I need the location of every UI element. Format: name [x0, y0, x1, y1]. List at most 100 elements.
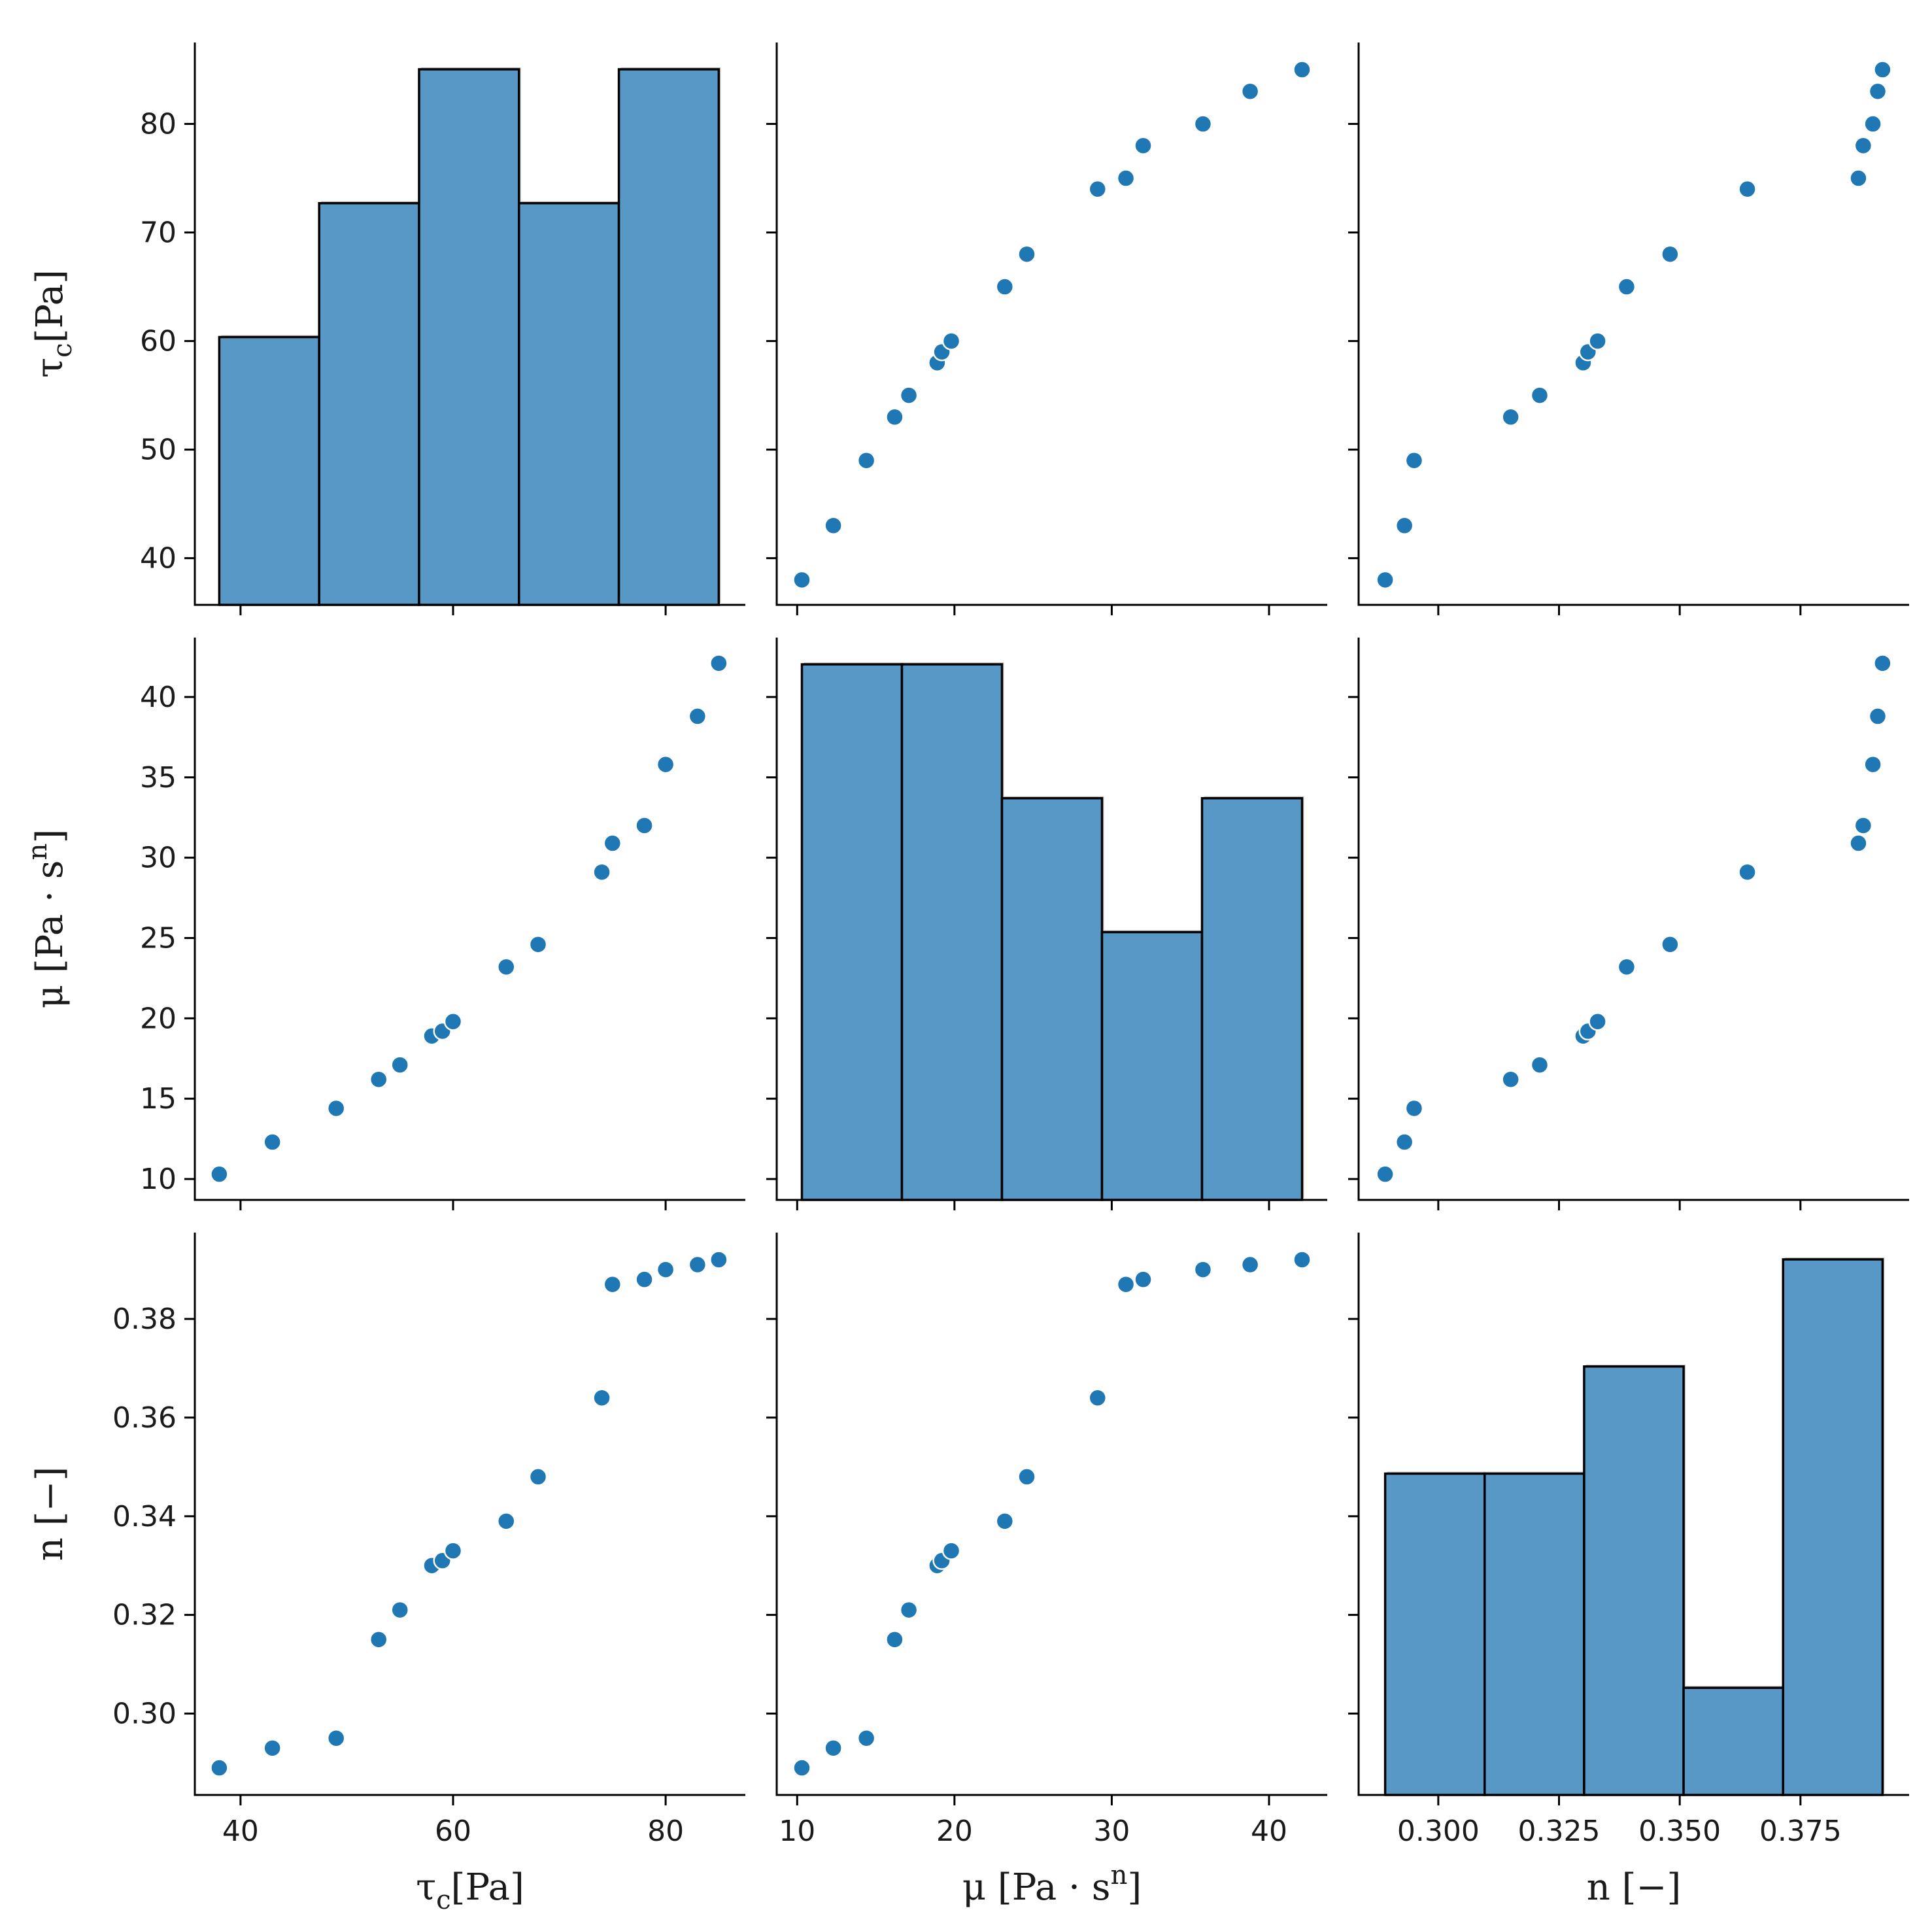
scatter-point: [1088, 1388, 1108, 1407]
x-tick-label: 30: [1093, 1815, 1130, 1848]
scatter-point: [326, 1728, 346, 1748]
scatter-point: [592, 862, 611, 881]
panel-tau_c-vs-tau_c: 40 50 60 70 80: [140, 43, 745, 615]
scatter-point: [603, 834, 622, 853]
scatter-point: [1530, 386, 1550, 405]
scatter-point: [688, 707, 707, 726]
scatter-point: [1661, 245, 1680, 264]
y-tick-label: 50: [140, 434, 177, 467]
scatter-point: [899, 1600, 919, 1620]
scatter-point: [941, 1541, 961, 1560]
scatter-point: [656, 755, 675, 774]
y-tick-label: 10: [140, 1163, 177, 1196]
scatter-point: [1404, 451, 1424, 470]
scatter-point: [1849, 834, 1868, 853]
scatter-point: [656, 1260, 675, 1279]
panel-n-vs-tau_c: 0.30 0.32 0.34 0.36 0.38 40 60 80: [112, 1233, 745, 1848]
scatter-point: [592, 1388, 611, 1407]
scatter-point: [528, 935, 548, 954]
scatter-point: [1501, 1070, 1520, 1089]
scatter-point: [1404, 1099, 1424, 1118]
scatter-point: [528, 1467, 548, 1486]
histogram-bar: [418, 68, 520, 606]
panel-mu-vs-tau_c: 10 15 20 25 30 35 40: [140, 638, 745, 1210]
scatter-point: [1738, 179, 1757, 199]
histogram-bar: [318, 201, 420, 606]
scatter-point: [1588, 1012, 1607, 1031]
scatter-point: [1017, 245, 1036, 264]
scatter-point: [1873, 654, 1892, 673]
scatter-point: [210, 1165, 229, 1184]
scatter-point: [1240, 82, 1260, 101]
histogram-bar: [1682, 1686, 1784, 1796]
scatter-point: [263, 1739, 282, 1758]
scatter-point: [497, 1512, 516, 1531]
y-tick-label: 0.38: [112, 1303, 177, 1336]
y-tick-label: 40: [140, 542, 177, 575]
scatter-point: [1017, 1467, 1036, 1486]
histogram-bar: [1383, 1472, 1486, 1796]
scatter-point: [1395, 516, 1414, 536]
scatter-point: [1293, 60, 1312, 79]
scatter-point: [443, 1012, 463, 1031]
histogram-bar: [1200, 796, 1304, 1201]
scatter-point: [263, 1133, 282, 1152]
scatter-point: [885, 1630, 904, 1649]
histogram-bar: [900, 663, 1004, 1201]
scatter-point: [824, 516, 843, 536]
scatter-point: [1868, 707, 1888, 726]
y-tick-label: 40: [140, 681, 177, 714]
scatter-point: [899, 386, 919, 405]
panel-mu-vs-n: [1348, 638, 1909, 1210]
scatter-point: [1193, 114, 1213, 133]
scatter-point: [1849, 169, 1868, 188]
scatter-point: [1738, 862, 1757, 881]
scatter-point: [1293, 1250, 1312, 1269]
panel-n-vs-n: 0.300 0.325 0.350 0.375: [1348, 1233, 1909, 1848]
x-tick-label: 0.375: [1759, 1815, 1842, 1848]
scatter-point: [1116, 169, 1136, 188]
scatter-point: [1617, 277, 1636, 296]
x-axis-label-tau_c: τc[Pa]: [416, 1866, 524, 1915]
panel-n-vs-mu: 10 20 30 40: [766, 1233, 1327, 1848]
x-tick-label: 0.350: [1638, 1815, 1721, 1848]
scatter-point: [1240, 1255, 1260, 1274]
y-tick-label: 20: [140, 1002, 177, 1035]
scatter-point: [1868, 82, 1888, 101]
scatter-point: [1193, 1260, 1213, 1279]
scatter-point: [856, 1728, 876, 1748]
histogram-bar: [1483, 1472, 1585, 1796]
scatter-point: [1530, 1055, 1550, 1074]
scatter-point: [1863, 114, 1882, 133]
y-tick-label: 80: [140, 108, 177, 141]
scatter-point: [1854, 136, 1873, 155]
x-tick-label: 40: [222, 1815, 259, 1848]
scatter-point: [1134, 1270, 1153, 1289]
scatter-point: [635, 1270, 654, 1289]
y-tick-label: 60: [140, 325, 177, 358]
histogram-bar: [617, 68, 720, 606]
scatter-point: [709, 654, 728, 673]
scatter-point: [1854, 816, 1873, 835]
scatter-point: [443, 1541, 463, 1560]
scatter-point: [824, 1739, 843, 1758]
x-tick-label: 0.325: [1518, 1815, 1601, 1848]
y-tick-label: 30: [140, 842, 177, 875]
scatter-point: [1873, 60, 1892, 79]
panel-mu-vs-mu: [766, 638, 1327, 1210]
x-tick-label: 60: [435, 1815, 471, 1848]
scatter-point: [1863, 755, 1882, 774]
y-tick-label: 0.32: [112, 1599, 177, 1632]
y-tick-label: 35: [140, 761, 177, 794]
x-tick-label: 40: [1251, 1815, 1287, 1848]
histogram-bar: [1100, 930, 1204, 1201]
y-tick-label: 15: [140, 1082, 177, 1116]
y-axis-label-tau_c: τc[Pa]: [29, 269, 78, 378]
histogram-bar: [1000, 796, 1104, 1201]
x-axis-label-mu: μ [Pa · sn]: [962, 1860, 1142, 1909]
y-axis-label-n: n [−]: [29, 1467, 71, 1561]
scatter-point: [603, 1274, 622, 1294]
scatter-point: [995, 1512, 1015, 1531]
y-tick-label: 25: [140, 921, 177, 955]
scatter-point: [792, 1758, 811, 1777]
